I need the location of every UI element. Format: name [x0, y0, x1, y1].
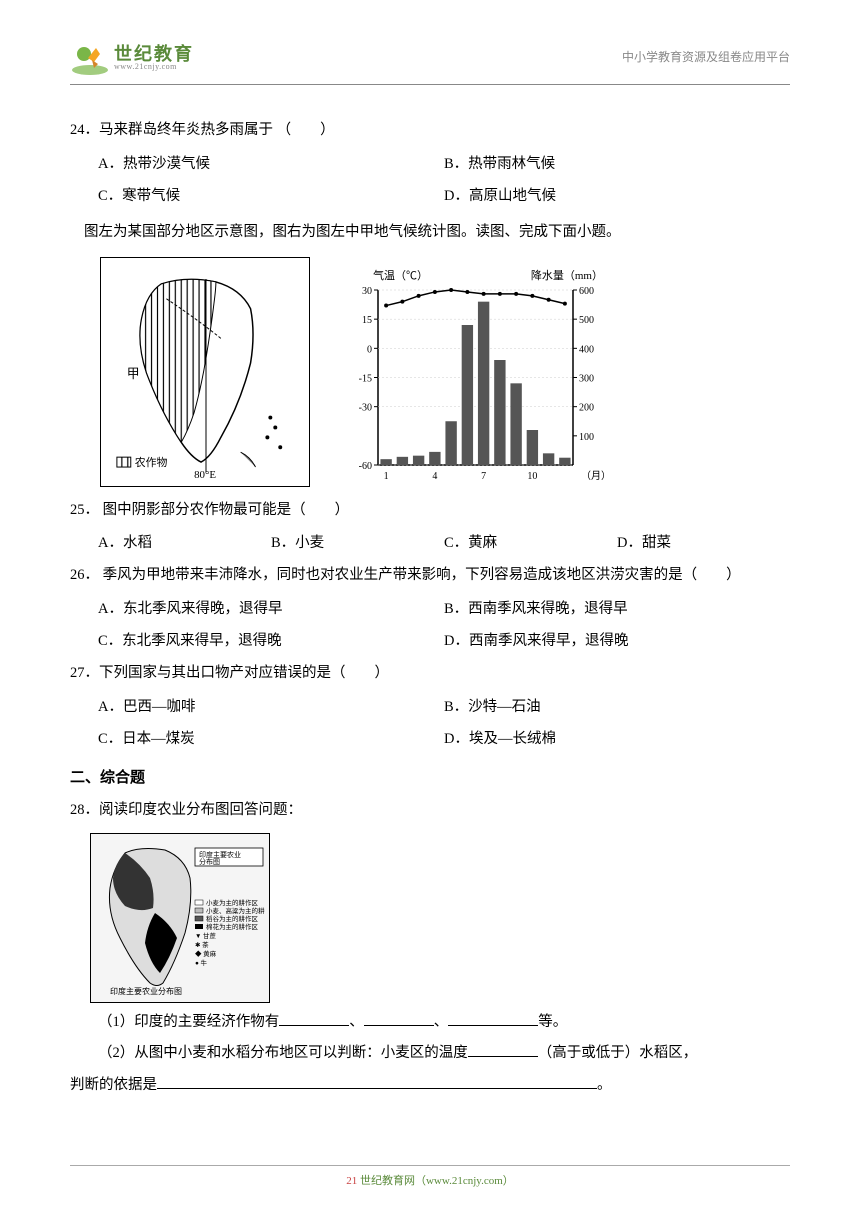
q25-opt-b: B．小麦: [271, 528, 444, 560]
svg-text:1: 1: [384, 471, 389, 482]
svg-text:7: 7: [481, 471, 486, 482]
q28-sub1-pre: （1）印度的主要经济作物有: [98, 1014, 279, 1030]
india-map: 甲 农作物 80°E: [100, 257, 310, 487]
q26-opt-d: D．西南季风来得早，退得晚: [444, 626, 790, 658]
q26-options-row1: A．东北季风来得晚，退得早 B．西南季风来得晚，退得早: [70, 594, 790, 626]
svg-text:小麦、高粱为主的耕作区: 小麦、高粱为主的耕作区: [206, 906, 265, 915]
q28-sub2-pre: （2）从图中小麦和水稻分布地区可以判断：小麦区的温度: [98, 1045, 468, 1061]
svg-text:-30: -30: [359, 402, 372, 413]
svg-text:-15: -15: [359, 373, 372, 384]
q27-opt-d: D．埃及—长绒棉: [444, 724, 790, 756]
sep1: 、: [349, 1014, 364, 1030]
svg-text:小麦为主的耕作区: 小麦为主的耕作区: [206, 898, 259, 907]
svg-text:200: 200: [579, 402, 594, 413]
q28-sub1: （1）印度的主要经济作物有 、 、 等。: [70, 1007, 790, 1039]
q27-opt-b: B．沙特—石油: [444, 692, 790, 724]
q25-opt-a: A．水稻: [98, 528, 271, 560]
svg-text:600: 600: [579, 286, 594, 297]
q27-opt-a: A．巴西—咖啡: [98, 692, 444, 724]
content: 24．马来群岛终年炎热多雨属于 （ ） A．热带沙漠气候 B．热带雨林气候 C．…: [70, 115, 790, 1102]
q27-options-row2: C．日本—煤炭 D．埃及—长绒棉: [70, 724, 790, 756]
logo-text: 世纪教育 www.21cnjy.com: [114, 45, 194, 71]
q28-sub2-mid: （高于或低于）水稻区，: [538, 1045, 698, 1061]
svg-text:300: 300: [579, 373, 594, 384]
q25-opt-c: C．黄麻: [444, 528, 617, 560]
q28-sub2-line2-pre: 判断的依据是: [70, 1077, 157, 1093]
q24-options-row1: A．热带沙漠气候 B．热带雨林气候: [70, 149, 790, 181]
svg-text:稻谷为主的耕作区: 稻谷为主的耕作区: [206, 914, 259, 923]
blank-wide: [157, 1071, 597, 1089]
svg-text:500: 500: [579, 315, 594, 326]
q28-sub2-end: 。: [597, 1077, 612, 1093]
q26-opt-a: A．东北季风来得晚，退得早: [98, 594, 444, 626]
logo-main-text: 世纪教育: [114, 45, 194, 63]
section-2-title: 二、综合题: [70, 762, 790, 795]
q28-sub2-line2: 判断的依据是 。: [70, 1070, 790, 1102]
figure-row: 甲 农作物 80°E 气温（℃） 降水量（mm） 30 15 0 -15 -30 -60 600…: [100, 257, 790, 487]
svg-text:● 牛: ● 牛: [195, 958, 208, 967]
svg-text:4: 4: [432, 471, 437, 482]
svg-text:0: 0: [367, 344, 372, 355]
page-header: 世纪教育 www.21cnjy.com 中小学教育资源及组卷应用平台: [70, 40, 790, 85]
footer-text: 世纪教育网（www.21cnjy.com）: [357, 1175, 514, 1187]
svg-text:（月）: （月）: [581, 470, 608, 482]
q25-opt-d: D．甜菜: [617, 528, 790, 560]
q27-opt-c: C．日本—煤炭: [98, 724, 444, 756]
q27-options-row1: A．巴西—咖啡 B．沙特—石油: [70, 692, 790, 724]
q26-options-row2: C．东北季风来得早，退得晚 D．西南季风来得早，退得晚: [70, 626, 790, 658]
svg-text:气温（℃）: 气温（℃）: [373, 268, 428, 282]
climate-chart: 气温（℃） 降水量（mm） 30 15 0 -15 -30 -60 600 500 400 300 20…: [330, 257, 600, 487]
map-legend-crop: 农作物: [135, 455, 168, 469]
q24-opt-b: B．热带雨林气候: [444, 149, 790, 181]
q24-text: 24．马来群岛终年炎热多雨属于 （ ）: [70, 115, 790, 147]
svg-text:400: 400: [579, 344, 594, 355]
q24-options-row2: C．寒带气候 D．高原山地气候: [70, 181, 790, 213]
header-right-text: 中小学教育资源及组卷应用平台: [622, 48, 790, 65]
svg-text:15: 15: [362, 315, 372, 326]
footer-brand: 21: [346, 1175, 357, 1187]
intro-text: 图左为某国部分地区示意图，图右为图左中甲地气候统计图。读图、完成下面小题。: [84, 217, 790, 249]
svg-text:分布图: 分布图: [199, 857, 220, 866]
q28-sub2-line1: （2）从图中小麦和水稻分布地区可以判断：小麦区的温度 （高于或低于）水稻区，: [70, 1038, 790, 1070]
q26-opt-c: C．东北季风来得早，退得晚: [98, 626, 444, 658]
sep2: 、: [434, 1014, 449, 1030]
q28-text: 28．阅读印度农业分布图回答问题：: [70, 795, 790, 827]
svg-text:-60: -60: [359, 461, 372, 472]
blank: [468, 1039, 538, 1057]
svg-text:◆ 黄麻: ◆ 黄麻: [195, 949, 217, 958]
map-lon: 80°E: [194, 469, 216, 481]
blank: [448, 1008, 538, 1026]
svg-text:印度主要农业分布图: 印度主要农业分布图: [110, 986, 182, 996]
svg-text:10: 10: [527, 471, 537, 482]
logo-icon: [70, 40, 110, 76]
logo-url: www.21cnjy.com: [114, 63, 194, 71]
svg-text:降水量（mm）: 降水量（mm）: [531, 268, 603, 282]
q26-text: 26． 季风为甲地带来丰沛降水，同时也对农业生产带来影响，下列容易造成该地区洪涝…: [70, 560, 790, 592]
q26-opt-b: B．西南季风来得晚，退得早: [444, 594, 790, 626]
svg-text:30: 30: [362, 286, 372, 297]
logo: 世纪教育 www.21cnjy.com: [70, 40, 194, 76]
india-agri-map: 印度主要农业 分布图 小麦为主的耕作区 小麦、高粱为主的耕作区 稻谷为主的耕作区…: [90, 833, 270, 1003]
q25-options: A．水稻 B．小麦 C．黄麻 D．甜菜: [70, 528, 790, 560]
svg-text:▼ 甘蔗: ▼ 甘蔗: [195, 931, 217, 940]
page-footer: 21 世纪教育网（www.21cnjy.com）: [70, 1165, 790, 1188]
q24-opt-a: A．热带沙漠气候: [98, 149, 444, 181]
svg-text:✱ 茶: ✱ 茶: [195, 940, 209, 949]
map-label-jia: 甲: [127, 367, 140, 381]
svg-text:棉花为主的耕作区: 棉花为主的耕作区: [206, 922, 259, 931]
q24-opt-c: C．寒带气候: [98, 181, 444, 213]
blank: [279, 1008, 349, 1026]
blank: [364, 1008, 434, 1026]
q24-opt-d: D．高原山地气候: [444, 181, 790, 213]
q27-text: 27．下列国家与其出口物产对应错误的是（ ）: [70, 658, 790, 690]
q28-sub1-post: 等。: [538, 1014, 567, 1030]
svg-text:100: 100: [579, 431, 594, 442]
q25-text: 25． 图中阴影部分农作物最可能是（ ）: [70, 495, 790, 527]
